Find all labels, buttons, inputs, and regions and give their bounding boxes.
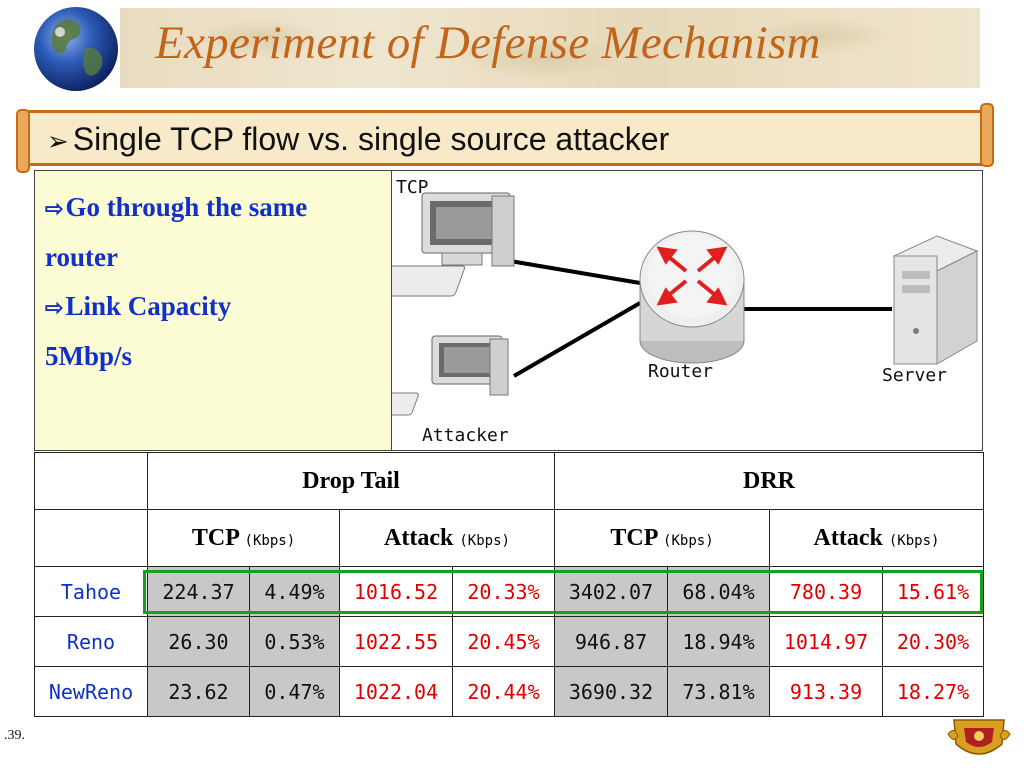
attack-throughput-cell: 1016.52 — [339, 566, 453, 617]
row-label: Reno — [34, 616, 148, 667]
table-row: Reno 26.30 0.53% 1022.55 20.45% 946.87 1… — [34, 616, 984, 667]
attack-share-cell: 20.33% — [452, 566, 555, 617]
empty-corner-cell — [34, 452, 148, 510]
col-header-tcp-label: TCP — [610, 524, 658, 551]
results-table: Drop Tail DRR TCP (Kbps) Attack (Kbps) T… — [34, 452, 984, 717]
tcp-throughput-cell: 224.37 — [147, 566, 250, 617]
attack-throughput-cell: 780.39 — [769, 566, 883, 617]
table-subheader-row: TCP (Kbps) Attack (Kbps) TCP (Kbps) Atta… — [34, 509, 984, 567]
subtitle-text-wrap: ➢ Single TCP flow vs. single source attac… — [47, 121, 669, 158]
attacker-label: Attacker — [422, 425, 509, 446]
tcp-share-cell: 68.04% — [667, 566, 770, 617]
tcp-throughput-cell: 26.30 — [147, 616, 250, 667]
attack-throughput-cell: 913.39 — [769, 666, 883, 717]
attack-throughput-cell: 1022.04 — [339, 666, 453, 717]
globe-icon — [34, 7, 118, 91]
page-number: .39. — [4, 728, 25, 743]
subtitle-banner: ➢ Single TCP flow vs. single source attac… — [16, 103, 994, 173]
computer-icon — [392, 192, 515, 297]
computer-icon — [392, 335, 509, 416]
tcp-link — [509, 259, 641, 285]
tcp-throughput-cell: 23.62 — [147, 666, 250, 717]
row-label: NewReno — [34, 666, 148, 717]
hollow-arrow-icon: ⇨ — [45, 196, 64, 221]
note-text-3: Link Capacity — [65, 291, 232, 321]
group-header-drr: DRR — [554, 452, 984, 510]
tcp-throughput-cell: 3690.32 — [554, 666, 668, 717]
header-banner — [120, 8, 980, 88]
note-line-1: ⇨Go through the same — [45, 183, 383, 233]
subtitle: Single TCP flow vs. single source attack… — [72, 121, 670, 157]
note-line-2: router — [45, 242, 118, 272]
arrow-bullet-icon: ➢ — [47, 126, 69, 156]
attack-throughput-cell: 1014.97 — [769, 616, 883, 667]
network-diagram: TCP Router Server Attacker — [392, 170, 983, 451]
empty-corner-cell — [34, 509, 148, 567]
highlight-box — [143, 570, 983, 614]
table-row: Tahoe 224.37 4.49% 1016.52 20.33% 3402.0… — [34, 566, 984, 617]
table-row: NewReno 23.62 0.47% 1022.04 20.44% 3690.… — [34, 666, 984, 717]
tcp-share-cell: 0.47% — [249, 666, 340, 717]
tcp-throughput-cell: 3402.07 — [554, 566, 668, 617]
attack-share-cell: 20.44% — [452, 666, 555, 717]
unit-label: (Kbps) — [459, 532, 510, 549]
attack-share-cell: 20.30% — [882, 616, 984, 667]
note-box: ⇨Go through the same router ⇨Link Capaci… — [34, 170, 392, 451]
tcp-share-cell: 0.53% — [249, 616, 340, 667]
attack-throughput-cell: 1022.55 — [339, 616, 453, 667]
col-header-attack: Attack (Kbps) — [339, 509, 555, 567]
university-crest-icon — [947, 719, 1011, 755]
server-icon — [892, 235, 979, 365]
router-icon — [639, 230, 745, 364]
unit-label: (Kbps) — [663, 532, 714, 549]
col-header-tcp: TCP (Kbps) — [147, 509, 340, 567]
group-header-drop-tail: Drop Tail — [147, 452, 555, 510]
unit-label: (Kbps) — [888, 532, 940, 549]
note-line-4: 5Mbp/s — [45, 341, 133, 371]
router-label: Router — [648, 361, 714, 382]
note-line-3: ⇨Link Capacity — [45, 282, 383, 332]
tcp-throughput-cell: 946.87 — [554, 616, 668, 667]
tcp-share-cell: 73.81% — [667, 666, 770, 717]
page-title: Experiment of Defense Mechanism — [155, 17, 821, 69]
row-label: Tahoe — [34, 566, 148, 617]
col-header-attack-label: Attack — [813, 524, 883, 551]
unit-label: (Kbps) — [244, 532, 296, 549]
table-header-row: Drop Tail DRR — [34, 452, 984, 510]
attack-share-cell: 20.45% — [452, 616, 555, 667]
attack-share-cell: 15.61% — [882, 566, 984, 617]
hollow-arrow-icon: ⇨ — [45, 295, 64, 320]
col-header-tcp-label: TCP — [191, 524, 239, 551]
col-header-attack: Attack (Kbps) — [769, 509, 984, 567]
note-text-1: Go through the same — [65, 192, 308, 222]
col-header-tcp: TCP (Kbps) — [554, 509, 770, 567]
col-header-attack-label: Attack — [384, 524, 454, 551]
tcp-label: TCP — [396, 177, 429, 198]
server-label: Server — [882, 365, 948, 386]
scroll-curl-left — [16, 109, 30, 173]
tcp-share-cell: 18.94% — [667, 616, 770, 667]
scroll-curl-right — [980, 103, 994, 167]
attacker-link — [512, 301, 642, 378]
attack-share-cell: 18.27% — [882, 666, 984, 717]
